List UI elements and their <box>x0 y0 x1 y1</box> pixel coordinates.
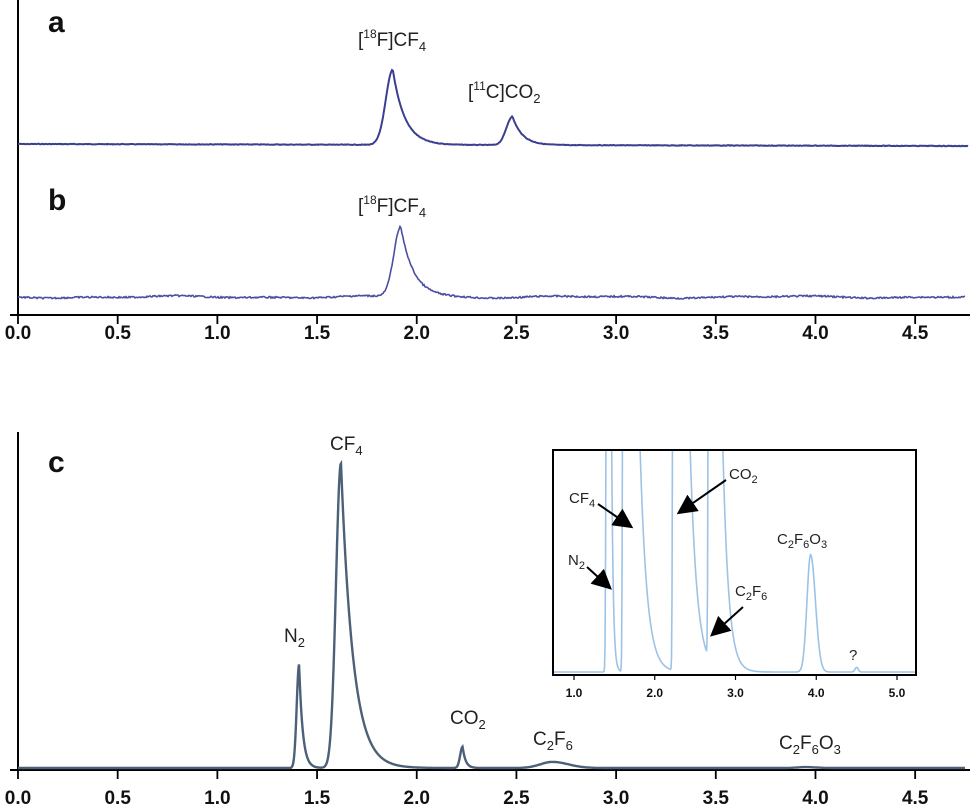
inset-x-tick-label: 1.0 <box>566 686 583 700</box>
c-x-tick-label: 1.0 <box>204 788 230 809</box>
label-c-c2f6o3: C2F6O3 <box>779 733 841 757</box>
inset-x-tick-label: 3.0 <box>727 686 744 700</box>
inset-label-c2f6o3: C2F6O3 <box>777 531 827 551</box>
inset-arrow-n2 <box>586 566 612 590</box>
inset-label-n2: N2 <box>568 552 585 572</box>
c-x-tick-label: 0.5 <box>104 788 131 809</box>
label-a-18f-cf4: [18F]CF4 <box>358 27 426 54</box>
label-b-18f-cf4: [18F]CF4 <box>358 193 426 220</box>
ab-x-ticks: 0.0 0.5 1.0 1.5 2.0 2.5 3.0 3.5 4.0 4.5 <box>5 315 929 344</box>
c-x-tick-label: 3.5 <box>703 788 730 809</box>
c-x-tick-label: 4.5 <box>902 788 929 809</box>
inset-arrow-c2f6 <box>710 606 744 637</box>
inset-x-tick-label: 4.0 <box>808 686 825 700</box>
trace-c <box>18 459 965 770</box>
c-x-tick-label: 3.0 <box>603 788 629 809</box>
ab-x-tick-label: 2.5 <box>503 323 530 344</box>
ab-x-tick-label: 2.0 <box>404 323 430 344</box>
c-x-tick-label: 2.5 <box>503 788 530 809</box>
ab-x-tick-label: 3.0 <box>603 323 629 344</box>
panel-c: 0.0 0.5 1.0 1.5 2.0 2.5 3.0 3.5 4.0 4.5 c N2 CF4 … <box>5 432 970 809</box>
inset-arrow-co2 <box>676 479 727 515</box>
label-c-c2f6: C2F6 <box>533 729 573 753</box>
inset-x-ticks: 1.0 2.0 3.0 4.0 5.0 <box>566 675 906 700</box>
trace-b <box>17 224 966 300</box>
c-x-tick-label: 4.0 <box>802 788 828 809</box>
panel-label-a: a <box>48 6 65 39</box>
panel-ab: 0.0 0.5 1.0 1.5 2.0 2.5 3.0 3.5 4.0 4.5 a [18F]CF… <box>5 0 970 344</box>
inset-x-tick-label: 2.0 <box>646 686 663 700</box>
trace-inset <box>554 451 915 673</box>
inset-label-co2: CO2 <box>729 466 758 486</box>
c-x-tick-label: 0.0 <box>5 788 31 809</box>
panel-label-b: b <box>48 184 66 217</box>
ab-x-tick-label: 1.5 <box>304 323 331 344</box>
trace-a <box>18 68 969 148</box>
ab-x-tick-label: 4.5 <box>902 323 929 344</box>
inset-x-tick-label: 5.0 <box>889 686 906 700</box>
inset-label-cf4: CF4 <box>569 490 595 510</box>
ab-x-tick-label: 4.0 <box>802 323 828 344</box>
ab-x-tick-label: 3.5 <box>703 323 730 344</box>
c-inset: 1.0 2.0 3.0 4.0 5.0 CF4 CO2 N2 C2F6 C2F6O3 ? <box>552 449 917 700</box>
inset-arrow-cf4 <box>597 503 634 529</box>
label-c-co2: CO2 <box>450 708 486 732</box>
ab-x-tick-label: 0.0 <box>5 323 31 344</box>
label-a-11c-co2: [11C]CO2 <box>468 79 540 106</box>
panel-label-c: c <box>48 446 65 479</box>
ab-x-tick-label: 0.5 <box>104 323 131 344</box>
c-x-tick-label: 2.0 <box>404 788 430 809</box>
ab-x-tick-label: 1.0 <box>204 323 230 344</box>
label-c-cf4: CF4 <box>330 434 363 458</box>
c-x-tick-label: 1.5 <box>304 788 331 809</box>
c-x-ticks: 0.0 0.5 1.0 1.5 2.0 2.5 3.0 3.5 4.0 4.5 <box>5 770 929 809</box>
inset-label-unknown: ? <box>849 647 857 664</box>
inset-label-c2f6: C2F6 <box>735 583 767 603</box>
label-c-n2: N2 <box>284 626 305 650</box>
